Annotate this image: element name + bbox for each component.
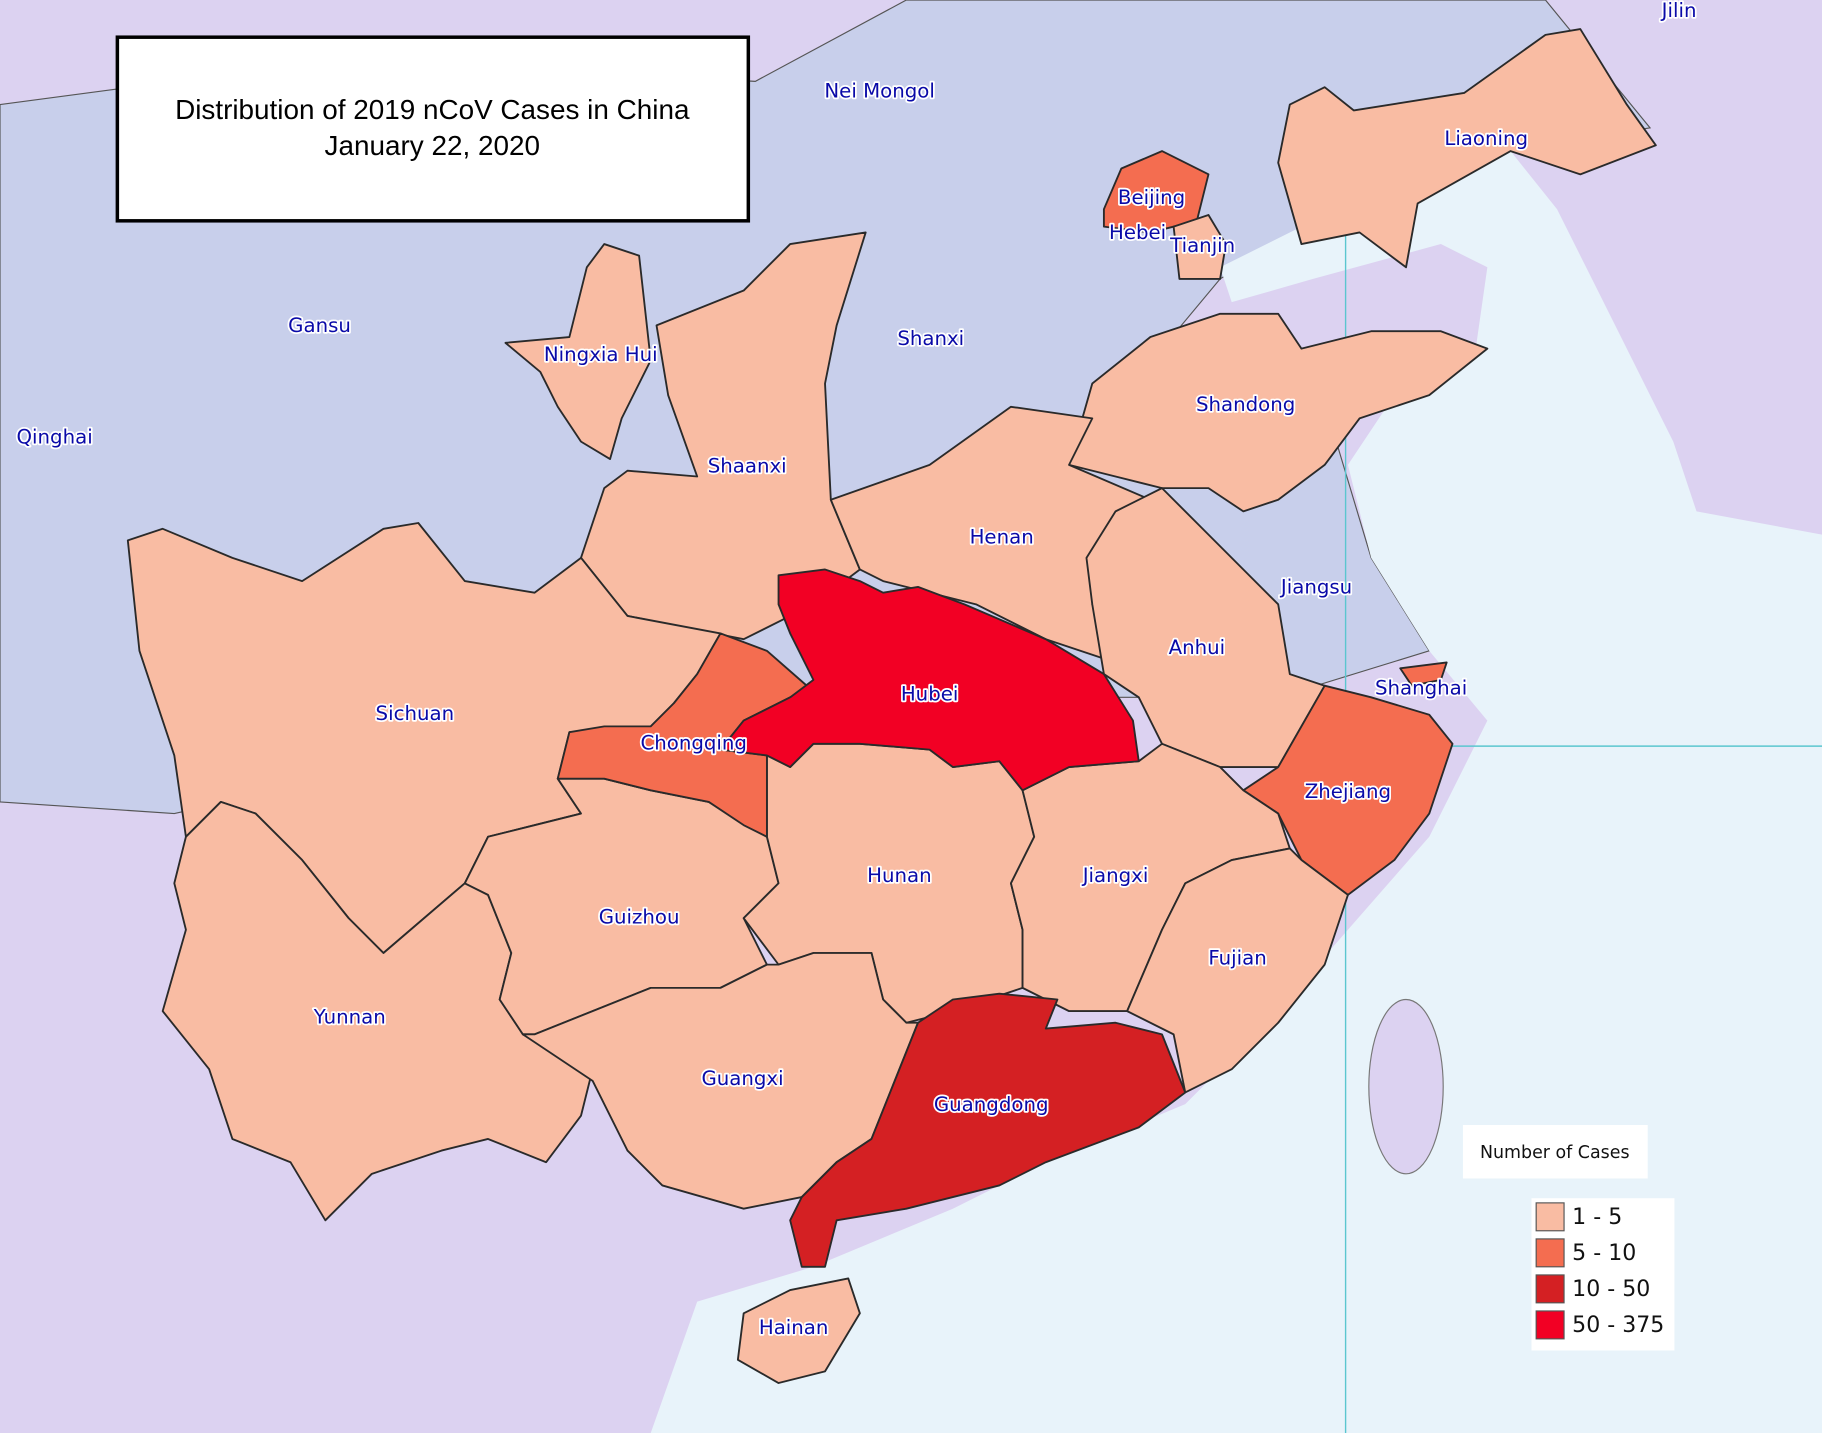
province	[1242, 684, 1454, 896]
province-label: Tianjin	[1169, 234, 1235, 257]
province-label: Jiangsu	[1279, 576, 1352, 599]
province-label: Henan	[970, 526, 1034, 549]
province-label: Shanghai	[1375, 677, 1467, 700]
legend-title: Number of Cases	[1480, 1143, 1630, 1163]
province-label: Beijing	[1118, 186, 1185, 209]
legend-label: 1 - 5	[1572, 1205, 1622, 1230]
province-label: Hubei	[901, 682, 959, 705]
province	[504, 243, 652, 460]
province-label: Liaoning	[1444, 127, 1528, 150]
province-label: Fujian	[1208, 946, 1266, 969]
province-label: Guangxi	[701, 1067, 783, 1090]
legend-label: 5 - 10	[1572, 1241, 1636, 1266]
province	[1102, 150, 1210, 234]
province-label: Yunnan	[313, 1006, 386, 1029]
province	[1068, 312, 1489, 513]
legend-title-box	[1462, 1125, 1648, 1179]
legend-label: 50 - 375	[1572, 1313, 1664, 1338]
province	[1277, 28, 1657, 269]
province-label: Chongqing	[640, 731, 747, 754]
legend-swatch	[1535, 1238, 1565, 1268]
legend-swatch	[1535, 1274, 1565, 1304]
province-label: Ningxia Hui	[544, 343, 658, 366]
legend-label: 10 - 50	[1572, 1277, 1650, 1302]
subtitle: January 22, 2020	[325, 130, 540, 161]
legend-items: 1 - 5 5 - 10 10 - 50 50 - 375	[1535, 1202, 1664, 1340]
province-label: Sichuan	[376, 702, 455, 725]
province	[1399, 661, 1448, 687]
province	[736, 1277, 861, 1384]
title: Distribution of 2019 nCoV Cases in China	[175, 94, 690, 125]
province-label: Zhejiang	[1305, 780, 1391, 803]
province-label: Shanxi	[897, 327, 964, 350]
island	[1368, 998, 1444, 1175]
province-label: Hainan	[759, 1316, 829, 1339]
province	[789, 992, 1187, 1268]
province-label: Qinghai	[17, 426, 93, 449]
legend-swatch	[1535, 1202, 1565, 1232]
title-box	[115, 35, 751, 223]
province	[719, 568, 1140, 792]
province-label: Hebei	[1109, 221, 1166, 244]
province-label: Gansu	[288, 314, 351, 337]
province-label: Hunan	[867, 864, 932, 887]
province-label: Shaanxi	[708, 455, 787, 478]
legend-swatch	[1535, 1310, 1565, 1340]
province	[1172, 214, 1227, 280]
province-label: Nei Mongol	[824, 79, 934, 102]
province	[1126, 847, 1349, 1094]
province-label: Jiangxi	[1081, 864, 1149, 887]
province	[161, 800, 594, 1222]
province-label: Guangdong	[934, 1093, 1049, 1116]
sea	[650, 151, 1822, 1433]
province	[521, 952, 919, 1210]
province-label: Anhui	[1169, 636, 1226, 659]
province-label: Jilin	[1660, 0, 1697, 22]
province-label: Guizhou	[599, 906, 680, 929]
province-label: Shandong	[1196, 393, 1295, 416]
